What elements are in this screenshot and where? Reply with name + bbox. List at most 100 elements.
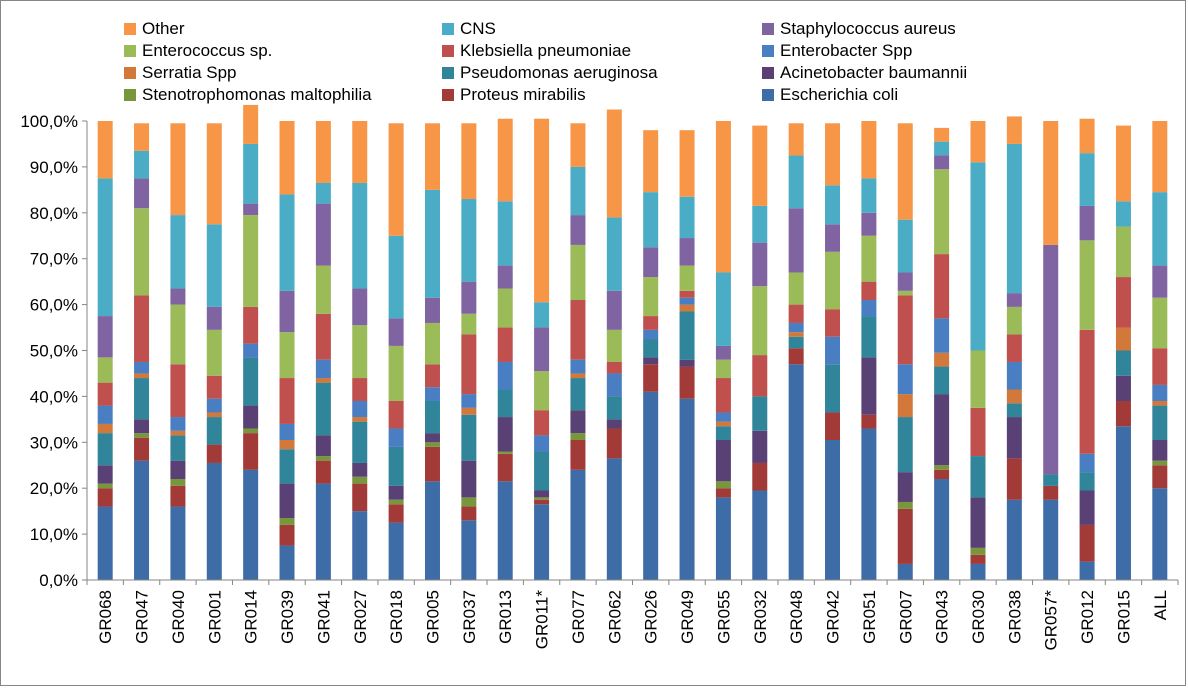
bar-segment bbox=[643, 192, 659, 248]
legend-swatch bbox=[442, 45, 454, 57]
bar-segment bbox=[388, 318, 404, 346]
x-tick-label: GR040 bbox=[169, 590, 188, 644]
bar-segment bbox=[352, 378, 368, 401]
bar-segment bbox=[424, 322, 440, 365]
bar-segment bbox=[606, 458, 622, 580]
bar-segment bbox=[1115, 400, 1131, 427]
bar-segment bbox=[970, 350, 986, 408]
bar-segment bbox=[934, 394, 950, 466]
bar-segment bbox=[897, 394, 913, 418]
bar-segment bbox=[825, 123, 841, 186]
legend-swatch bbox=[442, 67, 454, 79]
legend-swatch bbox=[124, 67, 136, 79]
bar-segment bbox=[134, 378, 150, 420]
bar-segment bbox=[861, 357, 877, 415]
bar-segment bbox=[1152, 488, 1168, 580]
bar-segment bbox=[752, 462, 768, 491]
bar-segment bbox=[534, 504, 550, 580]
bar-segment bbox=[170, 430, 186, 436]
legend-item-proteus-mirabilis: Proteus mirabilis bbox=[442, 84, 586, 106]
bar-segment bbox=[461, 497, 477, 507]
bar-segment bbox=[570, 378, 586, 411]
legend-label: CNS bbox=[460, 19, 496, 38]
bar-segment bbox=[388, 235, 404, 319]
bar-segment bbox=[643, 364, 659, 392]
bar-segment bbox=[825, 251, 841, 310]
bar-segment bbox=[461, 414, 477, 461]
legend-swatch bbox=[124, 23, 136, 35]
bar-segment bbox=[788, 336, 804, 349]
bar-segment bbox=[861, 235, 877, 282]
legend-swatch bbox=[442, 89, 454, 101]
bar-segment bbox=[752, 286, 768, 356]
bar-segment bbox=[243, 343, 259, 358]
bar-segment bbox=[1152, 460, 1168, 466]
bar-segment bbox=[1043, 121, 1059, 245]
bar-segment bbox=[861, 428, 877, 580]
bar-segment bbox=[352, 325, 368, 379]
x-tick-label: GR013 bbox=[496, 590, 515, 644]
bar-segment bbox=[970, 456, 986, 498]
bar-segment bbox=[825, 364, 841, 413]
bar-segment bbox=[1152, 265, 1168, 298]
bar-segment bbox=[715, 440, 731, 482]
bar-segment bbox=[134, 437, 150, 461]
bar-segment bbox=[1006, 458, 1022, 500]
x-tick-label: GR047 bbox=[133, 590, 152, 644]
legend-item-enterobacter: Enterobacter Spp bbox=[762, 40, 912, 62]
bar-segment bbox=[279, 332, 295, 379]
bar-segment bbox=[897, 472, 913, 502]
bar-segment bbox=[461, 199, 477, 282]
legend-swatch bbox=[762, 89, 774, 101]
bar-segment bbox=[97, 382, 113, 406]
legend-label: Stenotrophomonas maltophilia bbox=[142, 85, 372, 104]
bar-segment bbox=[206, 417, 222, 445]
bar-segment bbox=[1079, 524, 1095, 562]
bar-segment bbox=[315, 378, 331, 383]
y-tick-label: 20,0% bbox=[30, 479, 78, 498]
bar-segment bbox=[1079, 561, 1095, 580]
bar-segment bbox=[643, 329, 659, 340]
legend-swatch bbox=[762, 45, 774, 57]
bar-segment bbox=[243, 433, 259, 470]
bar-segment bbox=[715, 345, 731, 360]
bar-segment bbox=[424, 297, 440, 323]
bar-segment bbox=[934, 254, 950, 319]
bar-segment bbox=[788, 332, 804, 337]
bar-segment bbox=[315, 313, 331, 360]
bar-segment bbox=[1152, 121, 1168, 193]
legend-label: Enterobacter Spp bbox=[780, 41, 913, 60]
bar-segment bbox=[1152, 348, 1168, 385]
bar-segment bbox=[279, 524, 295, 546]
bar-segment bbox=[497, 288, 513, 328]
bar-segment bbox=[352, 511, 368, 580]
bar-segment bbox=[279, 194, 295, 291]
bar-segment bbox=[1043, 474, 1059, 486]
bar-segment bbox=[206, 412, 222, 418]
legend-label: Other bbox=[142, 19, 185, 38]
bar-segment bbox=[279, 518, 295, 525]
x-tick-label: GR026 bbox=[642, 590, 661, 644]
bar-segment bbox=[897, 219, 913, 273]
legend-item-acinetobacter-baumannii: Acinetobacter baumannii bbox=[762, 62, 967, 84]
legend-item-escherichia-coli: Escherichia coli bbox=[762, 84, 898, 106]
bar-segment bbox=[315, 435, 331, 457]
bar-segment bbox=[243, 428, 259, 434]
bar-segment bbox=[534, 118, 550, 303]
bar-segment bbox=[1043, 499, 1059, 580]
bar-segment bbox=[1006, 403, 1022, 418]
bar-segment bbox=[897, 290, 913, 296]
bar-segment bbox=[170, 479, 186, 486]
bar-segment bbox=[861, 121, 877, 179]
x-tick-label: GR055 bbox=[714, 590, 733, 644]
bar-segment bbox=[170, 417, 186, 431]
bar-segment bbox=[497, 327, 513, 362]
bar-segment bbox=[788, 272, 804, 305]
bar-segment bbox=[1115, 350, 1131, 376]
bar-segment bbox=[497, 118, 513, 202]
bar-segment bbox=[1079, 453, 1095, 473]
bar-segment bbox=[461, 394, 477, 408]
bar-segment bbox=[679, 398, 695, 580]
bar-segment bbox=[570, 433, 586, 441]
